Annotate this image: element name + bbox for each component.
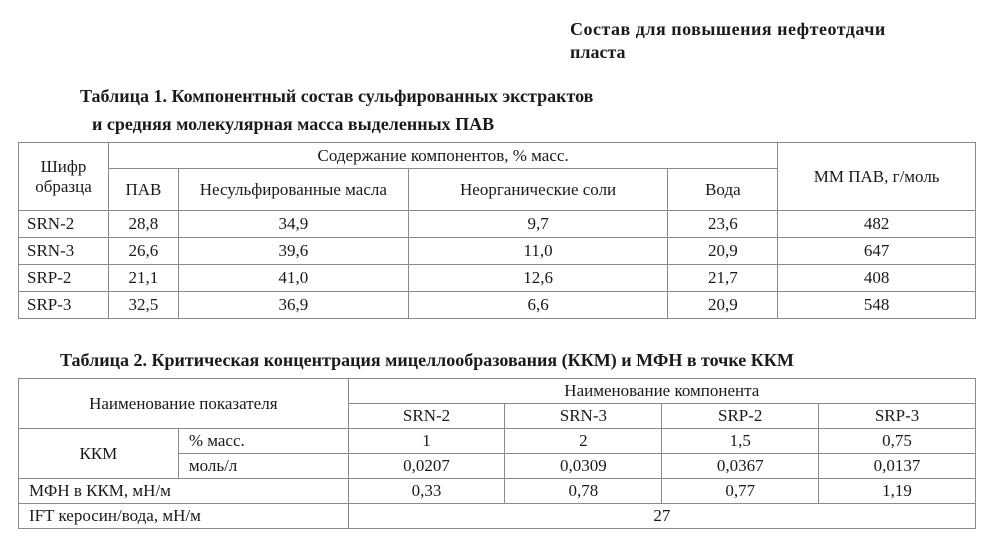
t2-kkm-mass-1: 2	[505, 429, 662, 454]
t1-h-mm: ММ ПАВ, г/моль	[778, 143, 976, 211]
table-row: SRN-2 28,8 34,9 9,7 23,6 482	[19, 211, 976, 238]
page: Состав для повышения нефтеотдачи пласта …	[0, 0, 998, 541]
t2-kkm-mol-0: 0,0207	[348, 454, 505, 479]
t1-h-components: Содержание компонентов, % масс.	[108, 143, 777, 169]
title-line-2: пласта	[570, 42, 626, 62]
t1-salts: 12,6	[408, 265, 668, 292]
t1-pav: 32,5	[108, 292, 178, 319]
t2-kkm-mol-2: 0,0367	[662, 454, 819, 479]
t1-water: 21,7	[668, 265, 778, 292]
t2-kkm-mol-label: моль/л	[178, 454, 348, 479]
t1-code: SRN-2	[19, 211, 109, 238]
t1-water: 20,9	[668, 238, 778, 265]
t1-oils: 41,0	[178, 265, 408, 292]
t1-code: SRP-3	[19, 292, 109, 319]
t1-pav: 21,1	[108, 265, 178, 292]
t1-mm: 408	[778, 265, 976, 292]
t2-kkm-mol-3: 0,0137	[819, 454, 976, 479]
title-line-1: Состав для повышения нефтеотдачи	[570, 19, 886, 39]
t1-oils: 39,6	[178, 238, 408, 265]
table1: Шифр образца Содержание компонентов, % м…	[18, 142, 976, 319]
t1-pav: 28,8	[108, 211, 178, 238]
t2-ift-label: IFT керосин/вода, мН/м	[19, 504, 349, 529]
t2-kkm-mass-2: 1,5	[662, 429, 819, 454]
t2-comp-2: SRP-2	[662, 404, 819, 429]
t1-salts: 9,7	[408, 211, 668, 238]
t1-code: SRP-2	[19, 265, 109, 292]
t1-h-oils: Несульфированные масла	[178, 169, 408, 211]
t1-mm: 647	[778, 238, 976, 265]
t1-water: 23,6	[668, 211, 778, 238]
table-row: SRP-2 21,1 41,0 12,6 21,7 408	[19, 265, 976, 292]
t1-h-pav: ПАВ	[108, 169, 178, 211]
table-row: ККМ % масс. 1 2 1,5 0,75	[19, 429, 976, 454]
t2-comp-1: SRN-3	[505, 404, 662, 429]
t2-kkm-mass-label: % масс.	[178, 429, 348, 454]
table1-caption-line2: и средняя молекулярная масса выделенных …	[92, 114, 494, 135]
table-row: МФН в ККМ, мН/м 0,33 0,78 0,77 1,19	[19, 479, 976, 504]
t2-kkm-mass-0: 1	[348, 429, 505, 454]
t2-mfn-3: 1,19	[819, 479, 976, 504]
table2-caption: Таблица 2. Критическая концентрация мице…	[60, 350, 794, 371]
table-row: SRP-3 32,5 36,9 6,6 20,9 548	[19, 292, 976, 319]
t1-mm: 482	[778, 211, 976, 238]
t1-h-sample: Шифр образца	[19, 143, 109, 211]
t1-oils: 34,9	[178, 211, 408, 238]
t1-salts: 6,6	[408, 292, 668, 319]
t1-pav: 26,6	[108, 238, 178, 265]
t2-mfn-2: 0,77	[662, 479, 819, 504]
t1-oils: 36,9	[178, 292, 408, 319]
table-row: SRN-3 26,6 39,6 11,0 20,9 647	[19, 238, 976, 265]
document-title: Состав для повышения нефтеотдачи пласта	[570, 18, 980, 63]
t2-kkm-label: ККМ	[19, 429, 179, 479]
t2-h-component: Наименование компонента	[348, 379, 975, 404]
table-row: IFT керосин/вода, мН/м 27	[19, 504, 976, 529]
table1-caption-line1: Таблица 1. Компонентный состав сульфиров…	[80, 86, 593, 107]
t1-code: SRN-3	[19, 238, 109, 265]
t2-h-indicator: Наименование показателя	[19, 379, 349, 429]
t1-salts: 11,0	[408, 238, 668, 265]
t2-kkm-mol-1: 0,0309	[505, 454, 662, 479]
t2-mfn-0: 0,33	[348, 479, 505, 504]
t1-h-water: Вода	[668, 169, 778, 211]
table2: Наименование показателя Наименование ком…	[18, 378, 976, 529]
t2-mfn-1: 0,78	[505, 479, 662, 504]
t2-kkm-mass-3: 0,75	[819, 429, 976, 454]
t2-mfn-label: МФН в ККМ, мН/м	[19, 479, 349, 504]
t2-ift-value: 27	[348, 504, 975, 529]
t2-comp-3: SRP-3	[819, 404, 976, 429]
t1-h-salts: Неорганические соли	[408, 169, 668, 211]
t2-comp-0: SRN-2	[348, 404, 505, 429]
t1-water: 20,9	[668, 292, 778, 319]
t1-mm: 548	[778, 292, 976, 319]
